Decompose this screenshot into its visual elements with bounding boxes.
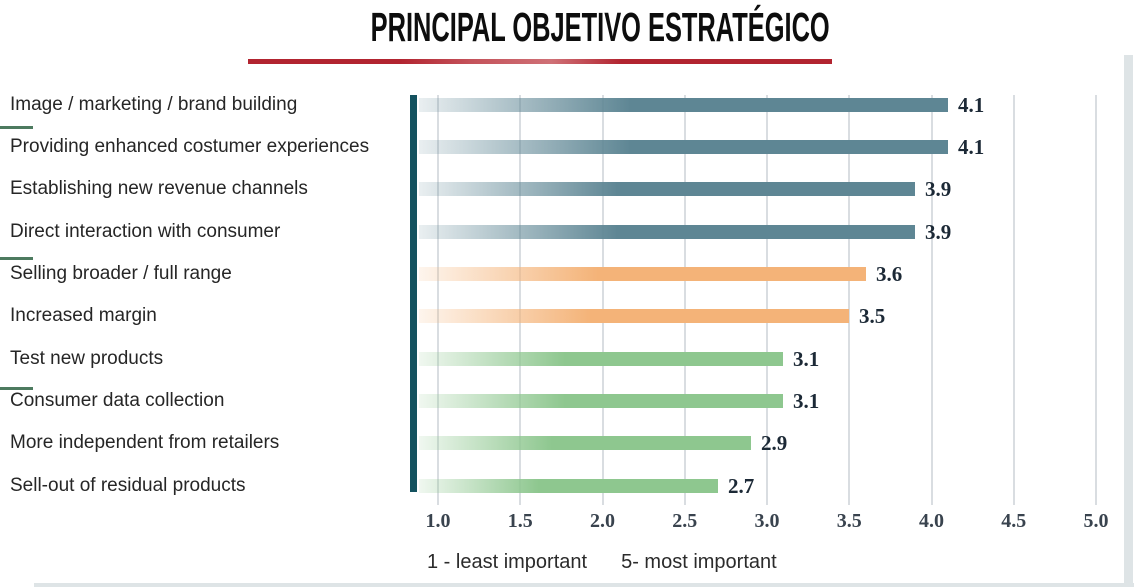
- gridline: [1012, 95, 1015, 505]
- gridline: [1095, 95, 1097, 505]
- gridline: [683, 95, 686, 505]
- x-tick-label: 4.0: [919, 510, 944, 532]
- frame-bottom-border: [34, 583, 1134, 587]
- bar: [419, 266, 866, 281]
- category-tick: [0, 387, 33, 390]
- category-label: Test new products: [10, 347, 164, 369]
- x-tick-label: 4.5: [1001, 510, 1027, 532]
- category-label: Image / marketing / brand building: [10, 93, 298, 115]
- category-label: Sell-out of residual products: [10, 474, 246, 496]
- bar: [419, 224, 915, 239]
- category-tick: [0, 126, 33, 129]
- category-tick: [0, 256, 33, 260]
- x-tick-label: 1.0: [425, 510, 451, 532]
- category-label: Providing enhanced costumer experiences: [10, 135, 370, 157]
- gridline: [848, 95, 851, 505]
- bar: [419, 139, 948, 154]
- category-label: Increased margin: [10, 305, 157, 327]
- frame-right-border: [1124, 55, 1133, 587]
- category-label: Consumer data collection: [10, 389, 225, 411]
- value-label: 4.1: [958, 92, 985, 117]
- category-label: More independent from retailers: [10, 432, 280, 454]
- x-tick-label: 1.5: [507, 510, 533, 532]
- x-tick-label: 5.0: [1083, 510, 1109, 532]
- chart-title: PRINCIPAL OBJETIVO ESTRATÉGICO: [370, 4, 830, 50]
- bar: [419, 97, 948, 112]
- gridline: [766, 95, 768, 505]
- value-label: 3.9: [925, 177, 952, 202]
- bar: [419, 351, 783, 366]
- category-label: Direct interaction with consumer: [10, 220, 281, 242]
- gridline: [601, 95, 604, 505]
- scale-caption: 1 - least important 5- most important: [427, 551, 777, 574]
- bar: [419, 393, 783, 408]
- value-label: 2.9: [761, 431, 788, 456]
- value-axis-line: [410, 95, 417, 492]
- category-label: Establishing new revenue channels: [10, 178, 308, 200]
- value-label: 3.1: [793, 346, 820, 371]
- x-tick-label: 2.0: [590, 510, 615, 532]
- bar: [419, 309, 849, 324]
- value-label: 3.6: [876, 261, 903, 286]
- scale-caption-least: 1 - least important: [427, 551, 588, 573]
- x-tick-label: 2.5: [672, 510, 698, 532]
- x-tick-label: 3.0: [754, 510, 780, 532]
- scale-caption-most: 5- most important: [621, 551, 777, 573]
- value-label: 3.5: [859, 304, 886, 329]
- value-label: 2.7: [728, 473, 755, 498]
- category-label: Selling broader / full range: [10, 262, 232, 284]
- bar: [419, 436, 751, 451]
- gridline: [930, 95, 933, 505]
- value-label: 4.1: [958, 134, 985, 159]
- gridline: [437, 95, 439, 505]
- x-tick-label: 3.5: [836, 510, 862, 532]
- chart-title-wrap: PRINCIPAL OBJETIVO ESTRATÉGICO: [230, 4, 830, 50]
- title-underline: [248, 59, 832, 64]
- bar: [419, 478, 718, 493]
- value-label: 3.1: [793, 388, 820, 413]
- value-label: 3.9: [925, 219, 952, 244]
- bar: [419, 182, 915, 197]
- gridline: [519, 95, 522, 505]
